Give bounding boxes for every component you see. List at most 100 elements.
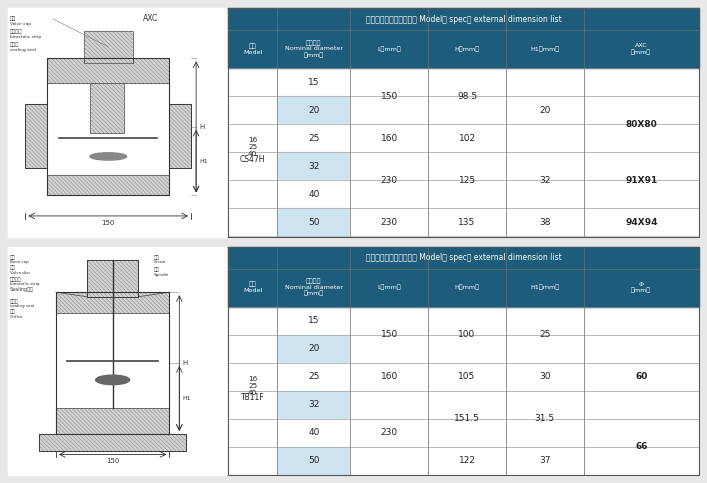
Text: L（mm）: L（mm） xyxy=(378,46,401,52)
Bar xyxy=(228,307,277,335)
Text: 37: 37 xyxy=(539,456,551,466)
Text: 型号、规格、外形尺寸表 Model． spec． external dimension list: 型号、规格、外形尺寸表 Model． spec． external dimens… xyxy=(366,14,561,24)
Text: 25: 25 xyxy=(539,330,551,339)
Bar xyxy=(277,209,351,237)
Bar xyxy=(277,447,351,475)
Bar xyxy=(277,447,351,475)
Bar xyxy=(583,152,699,180)
Text: 160: 160 xyxy=(380,134,398,142)
Bar xyxy=(228,68,277,237)
Text: 芝轴: 芝轴 xyxy=(154,268,160,272)
Text: sealing seal: sealing seal xyxy=(10,304,34,308)
Text: 91X91: 91X91 xyxy=(625,176,658,185)
Text: 102: 102 xyxy=(458,134,476,142)
Bar xyxy=(506,447,583,475)
Bar xyxy=(228,96,277,124)
Text: 公称通径
Nominal diameter
（mm）: 公称通径 Nominal diameter （mm） xyxy=(285,279,343,297)
Text: 15: 15 xyxy=(308,78,320,86)
Text: H1（mm）: H1（mm） xyxy=(530,46,559,52)
Text: AXC
（mm）: AXC （mm） xyxy=(631,43,651,55)
Text: Valve cap: Valve cap xyxy=(10,22,31,26)
Bar xyxy=(506,307,583,335)
Bar xyxy=(428,307,506,335)
Bar xyxy=(228,391,277,419)
Bar xyxy=(506,363,583,391)
Text: 32: 32 xyxy=(308,162,320,171)
Bar xyxy=(351,180,428,209)
Bar xyxy=(351,307,428,335)
Bar xyxy=(428,335,506,363)
Bar xyxy=(277,68,351,96)
Bar xyxy=(277,124,351,152)
Bar xyxy=(583,363,699,391)
Text: H: H xyxy=(182,360,187,366)
Bar xyxy=(228,363,277,391)
Bar xyxy=(228,124,277,152)
Bar xyxy=(351,391,428,419)
Bar xyxy=(506,391,583,419)
Bar xyxy=(47,83,169,175)
Bar xyxy=(351,96,428,124)
Text: TB11F: TB11F xyxy=(241,393,264,402)
Bar xyxy=(583,447,699,475)
Bar xyxy=(506,209,583,237)
Bar xyxy=(428,68,506,96)
Text: 阀座: 阀座 xyxy=(10,310,16,314)
Bar xyxy=(84,31,133,63)
Bar xyxy=(351,363,428,391)
Bar xyxy=(277,68,351,96)
Bar xyxy=(351,124,428,152)
Bar xyxy=(506,96,583,124)
Text: 105: 105 xyxy=(458,372,476,381)
Text: 38: 38 xyxy=(539,218,551,227)
Bar xyxy=(506,124,583,152)
Text: 150: 150 xyxy=(106,458,119,465)
Bar xyxy=(351,30,428,68)
Bar xyxy=(583,391,699,419)
Text: 50: 50 xyxy=(308,456,320,466)
Bar xyxy=(228,307,277,335)
Bar xyxy=(351,363,428,391)
Bar xyxy=(228,363,277,391)
Bar xyxy=(56,292,169,434)
Bar xyxy=(583,335,699,363)
Text: Bons cap: Bons cap xyxy=(10,260,29,264)
Bar xyxy=(56,313,169,408)
Bar xyxy=(506,68,583,96)
Bar xyxy=(277,30,351,68)
Bar xyxy=(583,363,699,391)
Bar xyxy=(277,419,351,447)
Bar xyxy=(228,209,277,237)
Bar xyxy=(428,391,506,419)
Bar xyxy=(506,180,583,209)
Bar xyxy=(583,391,699,419)
Text: 150: 150 xyxy=(102,220,115,226)
Bar xyxy=(228,335,277,363)
Bar xyxy=(228,335,277,363)
Bar xyxy=(428,269,506,307)
Ellipse shape xyxy=(95,375,129,384)
Bar xyxy=(228,246,699,269)
Bar xyxy=(351,335,428,363)
Text: Orifice: Orifice xyxy=(10,315,23,319)
Bar xyxy=(351,152,428,180)
Bar xyxy=(228,447,277,475)
Bar xyxy=(277,335,351,363)
Text: 双金属片: 双金属片 xyxy=(10,29,23,34)
Bar xyxy=(428,209,506,237)
Text: Screw: Screw xyxy=(154,260,166,264)
Text: 32: 32 xyxy=(308,400,320,409)
Text: 60: 60 xyxy=(635,372,648,381)
Text: 98.5: 98.5 xyxy=(457,92,477,100)
Bar xyxy=(428,180,506,209)
Bar xyxy=(351,124,428,152)
Text: 25: 25 xyxy=(308,134,320,142)
Bar xyxy=(428,30,506,68)
Text: 阀盖: 阀盖 xyxy=(10,16,16,21)
Bar xyxy=(228,152,277,180)
Bar xyxy=(228,68,277,237)
Bar xyxy=(583,152,699,180)
Text: sealing seal: sealing seal xyxy=(10,48,36,52)
Text: 密封圆: 密封圆 xyxy=(10,42,19,47)
Bar xyxy=(583,180,699,209)
